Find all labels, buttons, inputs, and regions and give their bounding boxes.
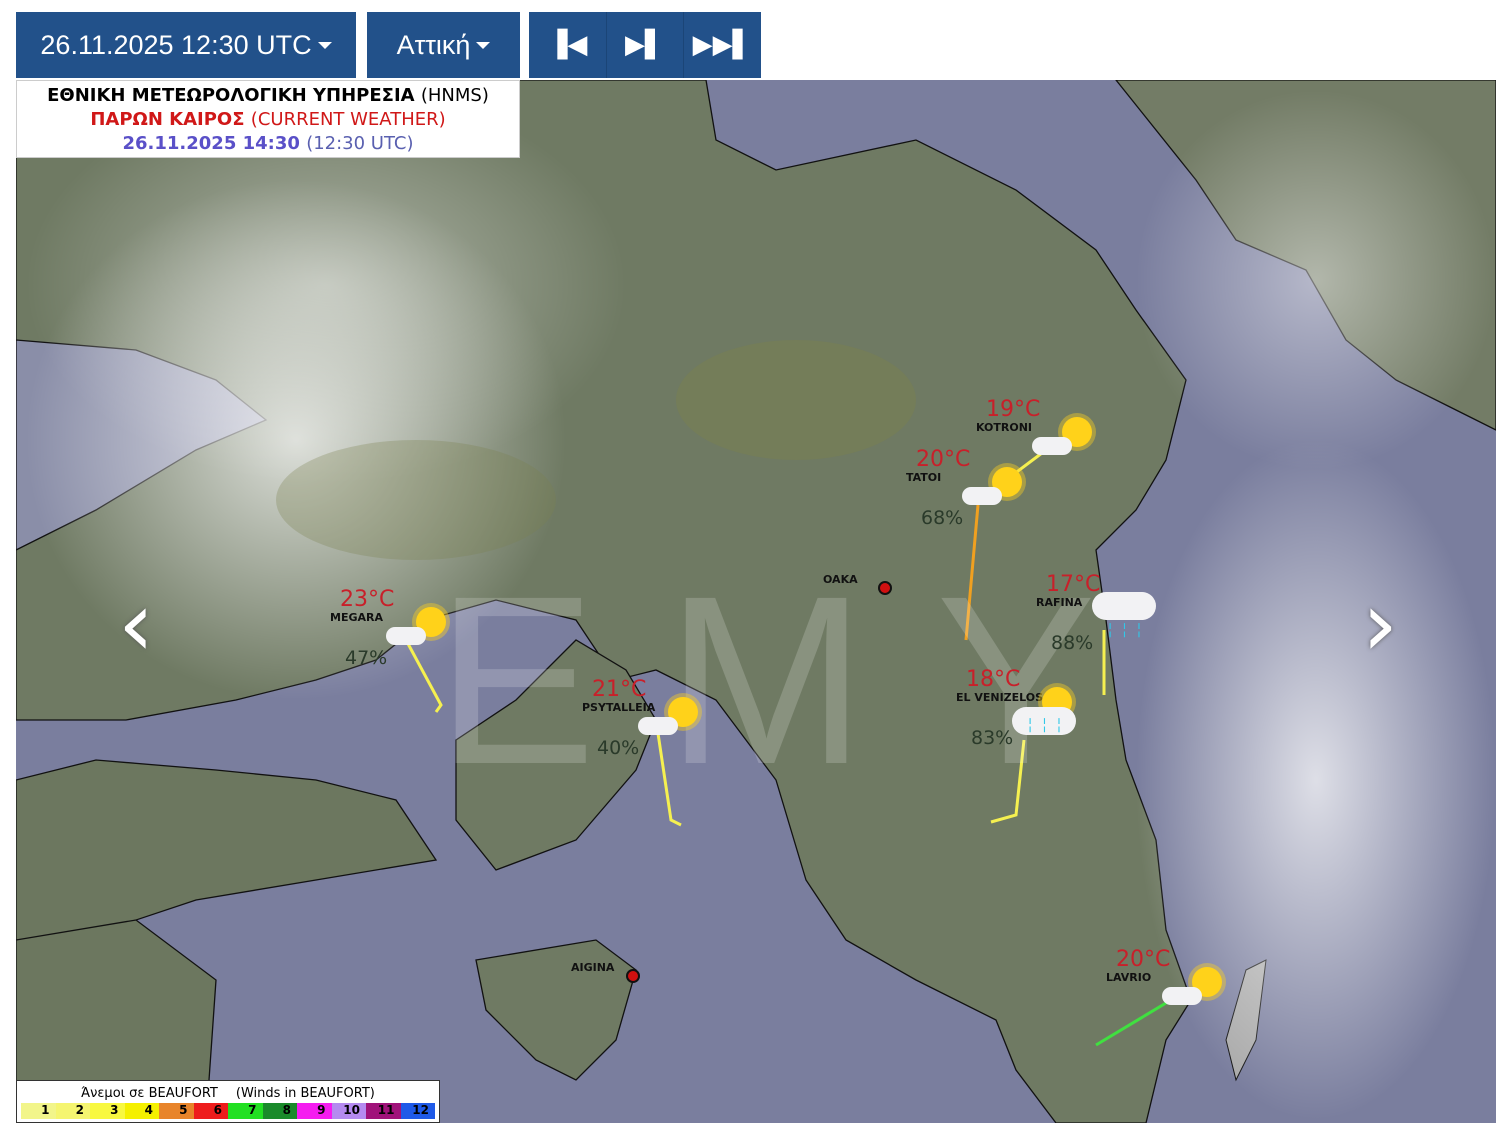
legend-title-en: (Winds in BEAUFORT): [235, 1086, 375, 1101]
cloud-icon: [1162, 987, 1202, 1005]
map-header: ΕΘΝΙΚΗ ΜΕΤΕΩΡΟΛΟΓΙΚΗ ΥΠΗΡΕΣΙΑ (HNMS) ΠΑΡ…: [16, 80, 520, 158]
station-name: AIGINA: [571, 961, 615, 974]
last-button[interactable]: ▶▶▌: [684, 12, 761, 78]
cloud-haze: [26, 85, 626, 485]
chevron-down-icon: [317, 41, 332, 49]
station-humidity: 40%: [597, 737, 640, 759]
station-name: RAFINA: [1036, 596, 1083, 609]
agency-name: ΕΘΝΙΚΗ ΜΕΤΕΩΡΟΛΟΓΙΚΗ ΥΠΗΡΕΣΙΑ: [47, 85, 415, 106]
cloud-icon: [962, 487, 1002, 505]
beaufort-scale: 1 2 3 4 5 6 7 8 9 10 11 12: [21, 1103, 435, 1119]
beaufort-swatch: 3: [90, 1103, 125, 1119]
map-background: [16, 80, 1496, 1123]
station-dot-icon: [878, 581, 892, 595]
station-humidity: 83%: [971, 727, 1014, 749]
rain-icon: ╎╎╎: [1106, 623, 1150, 639]
station-name: LAVRIO: [1106, 971, 1152, 984]
datetime-label: 26.11.2025 12:30 UTC: [40, 29, 312, 60]
local-time: 26.11.2025 14:30: [122, 133, 300, 154]
legend-title-gr: Άνεμοι σε BEAUFORT: [81, 1086, 218, 1101]
station-temp: 19°C: [986, 397, 1041, 422]
beaufort-swatch: 12: [400, 1103, 435, 1119]
title-gr: ΠΑΡΩΝ ΚΑΙΡΟΣ: [90, 109, 245, 130]
station-name: KOTRONI: [976, 421, 1033, 434]
rain-icon: ╎╎╎: [1026, 718, 1070, 734]
wind-barb: [990, 739, 1026, 824]
cloud-icon: [386, 627, 426, 645]
beaufort-swatch: 10: [331, 1103, 366, 1119]
station-humidity: 47%: [345, 647, 388, 669]
land-west-coast: [16, 919, 217, 1123]
first-button[interactable]: ▐◀: [529, 12, 607, 78]
terrain-patch: [276, 440, 556, 560]
weather-map: EMY 23°C MEGARA 47% 21°C PSYTALLEIA 40% 20°C TA…: [16, 80, 1496, 1123]
watermark: EMY: [436, 546, 1167, 814]
region-label: Αττική: [396, 29, 471, 60]
previous-arrow[interactable]: ‹: [118, 572, 154, 677]
beaufort-swatch: 7: [228, 1103, 263, 1119]
chevron-down-icon: [476, 41, 491, 49]
station-temp: 23°C: [340, 587, 395, 612]
land-salamina: [455, 639, 657, 871]
cloud-icon: [638, 717, 678, 735]
skip-last-icon: ▶▶▌: [692, 30, 753, 60]
beaufort-swatch: 6: [193, 1103, 228, 1119]
utc-time: (12:30 UTC): [306, 133, 414, 154]
station-temp: 18°C: [966, 667, 1021, 692]
station-temp: 20°C: [916, 447, 971, 472]
beaufort-swatch: 4: [124, 1103, 159, 1119]
wind-barb: [964, 504, 980, 641]
wind-barb: [654, 719, 682, 827]
next-arrow[interactable]: ›: [1362, 572, 1398, 677]
beaufort-swatch: 2: [55, 1103, 90, 1119]
station-name: MEGARA: [330, 611, 383, 624]
station-temp: 20°C: [1116, 947, 1171, 972]
station-temp: 21°C: [592, 677, 647, 702]
cloud-haze: [1136, 440, 1496, 1120]
next-button[interactable]: ▶▌: [607, 12, 685, 78]
cloud-icon: [1032, 437, 1072, 455]
station-name: OAKA: [823, 573, 858, 586]
station-temp: 17°C: [1046, 572, 1101, 597]
skip-first-icon: ▐◀: [547, 30, 588, 60]
beaufort-swatch: 11: [366, 1103, 401, 1119]
cloud-icon: [1092, 592, 1156, 620]
region-dropdown[interactable]: Αττική: [367, 12, 520, 78]
land-aigina: [475, 939, 637, 1081]
station-humidity: 88%: [1051, 632, 1094, 654]
beaufort-swatch: 1: [21, 1103, 56, 1119]
beaufort-swatch: 9: [297, 1103, 332, 1119]
datetime-dropdown[interactable]: 26.11.2025 12:30 UTC: [16, 12, 356, 78]
beaufort-swatch: 5: [159, 1103, 194, 1119]
time-navigation: ▐◀ ▶▌ ▶▶▌: [529, 12, 761, 78]
agency-abbr: (HNMS): [420, 85, 489, 106]
wind-barb: [404, 639, 443, 713]
step-next-icon: ▶▌: [625, 30, 665, 60]
station-name: TATOI: [906, 471, 942, 484]
cloud-haze: [1136, 90, 1496, 470]
wind-barbs: [404, 448, 1172, 1047]
beaufort-swatch: 8: [262, 1103, 297, 1119]
station-humidity: 68%: [921, 507, 964, 529]
terrain-patch: [676, 340, 916, 460]
station-name: EL VENIZELOS: [956, 691, 1044, 704]
title-en: (CURRENT WEATHER): [250, 109, 446, 130]
cloud-icon: [1012, 707, 1076, 735]
station-dot-icon: [626, 969, 640, 983]
wind-barb: [1095, 998, 1172, 1047]
station-name: PSYTALLEIA: [582, 701, 656, 714]
